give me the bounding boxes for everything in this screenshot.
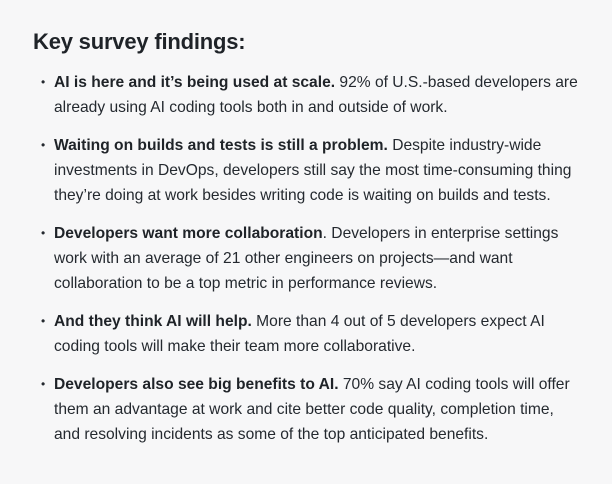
finding-lead: Developers also see big benefits to AI. bbox=[54, 376, 339, 393]
finding-lead: Waiting on builds and tests is still a p… bbox=[54, 137, 388, 154]
bullet-icon: • bbox=[41, 138, 46, 152]
finding-text: More than 4 out of 5 developers expect A… bbox=[54, 313, 545, 355]
findings-list: • AI is here and it’s being used at scal… bbox=[33, 70, 582, 447]
finding-text: 70% say AI coding tools will offer them … bbox=[54, 376, 570, 443]
section-heading: Key survey findings: bbox=[33, 29, 246, 54]
finding-text: 92% of U.S.-based developers are already… bbox=[54, 74, 578, 116]
finding-lead: Developers want more collaboration bbox=[54, 225, 323, 242]
bullet-icon: • bbox=[41, 226, 46, 240]
finding-lead: And they think AI will help. bbox=[54, 313, 252, 330]
finding-text: Despite industry-wide investments in Dev… bbox=[54, 137, 572, 204]
finding-item: • AI is here and it’s being used at scal… bbox=[33, 70, 582, 120]
finding-item: • Developers also see big benefits to AI… bbox=[33, 372, 582, 447]
finding-lead: AI is here and it’s being used at scale. bbox=[54, 74, 336, 91]
finding-item: • And they think AI will help. More than… bbox=[33, 309, 582, 359]
finding-item: • Waiting on builds and tests is still a… bbox=[33, 133, 582, 208]
finding-text: . Developers in enterprise settings work… bbox=[54, 225, 559, 292]
bullet-icon: • bbox=[41, 377, 46, 391]
bullet-icon: • bbox=[41, 75, 46, 89]
finding-item: • Developers want more collaboration. De… bbox=[33, 221, 582, 296]
bullet-icon: • bbox=[41, 314, 46, 328]
